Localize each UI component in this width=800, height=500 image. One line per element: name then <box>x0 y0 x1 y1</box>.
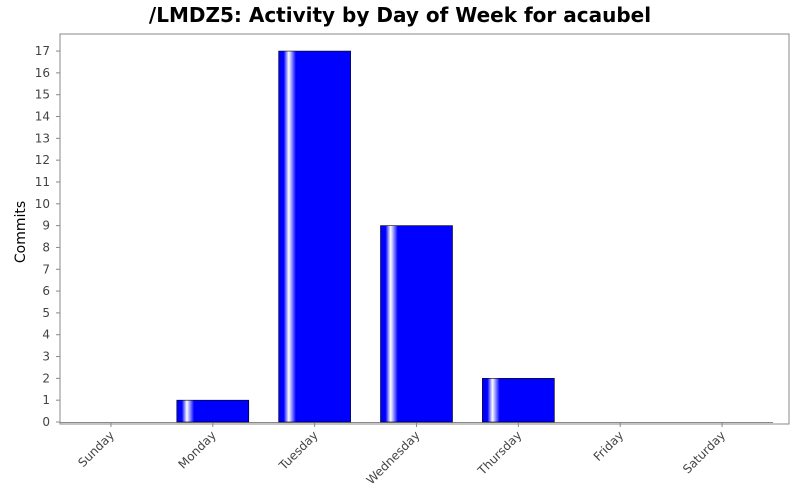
y-tick-label: 13 <box>35 131 50 145</box>
x-axis: Sunday Monday Tuesday Wednesday Thursday Frid… <box>60 422 773 487</box>
x-tick-label-saturday: Saturday <box>680 428 728 476</box>
x-tick-label-thursday: Thursday <box>474 428 524 478</box>
y-tick-label: 5 <box>42 306 50 320</box>
y-tick-label: 6 <box>42 284 50 298</box>
y-tick-label: 8 <box>42 240 50 254</box>
y-tick-label: 4 <box>42 328 50 342</box>
x-tick-label-sunday: Sunday <box>75 428 117 470</box>
y-tick-label: 0 <box>42 415 50 429</box>
bar-tuesday <box>278 50 351 423</box>
bar-wednesday <box>380 225 453 423</box>
x-tick-label-friday: Friday <box>591 428 627 464</box>
y-tick-label: 7 <box>42 262 50 276</box>
bars <box>176 50 555 423</box>
y-tick-label: 1 <box>42 393 50 407</box>
y-tick-label: 14 <box>35 110 50 124</box>
x-tick-label-wednesday: Wednesday <box>364 428 423 487</box>
y-axis-title: Commits <box>13 201 29 263</box>
y-tick-label: 15 <box>35 88 50 102</box>
y-tick-label: 2 <box>42 371 50 385</box>
x-tick-label-tuesday: Tuesday <box>276 428 321 473</box>
chart-title: /LMDZ5: Activity by Day of Week for acau… <box>148 3 652 27</box>
y-tick-label: 9 <box>42 219 50 233</box>
bar-monday <box>176 399 250 423</box>
y-tick-label: 10 <box>35 197 50 211</box>
y-tick-label: 17 <box>35 44 50 58</box>
y-tick-label: 12 <box>35 153 50 167</box>
x-tick-label-monday: Monday <box>176 428 219 471</box>
y-tick-label: 11 <box>35 175 50 189</box>
y-tick-label: 16 <box>35 66 50 80</box>
bar-thursday <box>482 378 555 423</box>
y-tick-label: 3 <box>42 350 50 364</box>
